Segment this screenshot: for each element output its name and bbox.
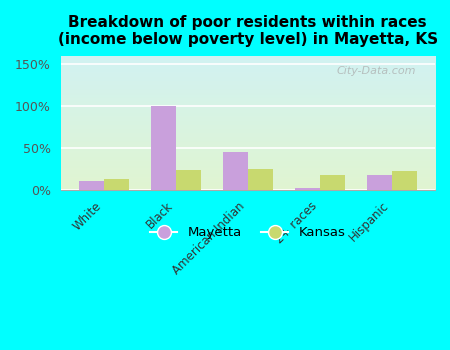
Legend: Mayetta, Kansas: Mayetta, Kansas xyxy=(145,221,351,245)
Bar xyxy=(79,181,104,190)
Bar xyxy=(367,175,392,190)
Bar xyxy=(223,152,248,190)
Bar xyxy=(248,169,273,190)
Title: Breakdown of poor residents within races
(income below poverty level) in Mayetta: Breakdown of poor residents within races… xyxy=(58,15,438,47)
Bar xyxy=(295,188,320,190)
Bar xyxy=(176,170,201,190)
Bar xyxy=(392,171,417,190)
Bar xyxy=(320,175,345,190)
Bar xyxy=(104,179,129,190)
Bar xyxy=(151,106,176,190)
Text: City-Data.com: City-Data.com xyxy=(337,66,416,76)
